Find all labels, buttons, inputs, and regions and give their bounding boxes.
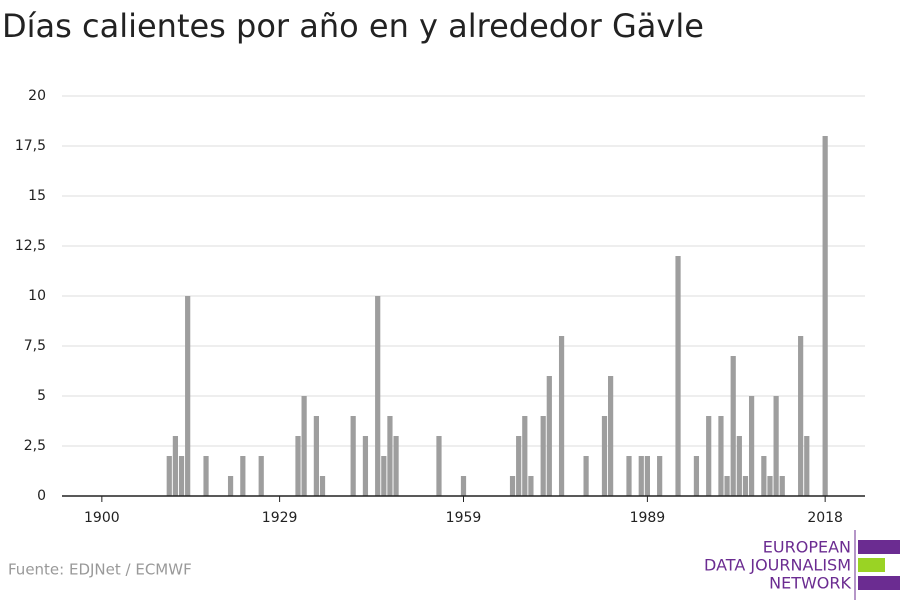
bar [601,416,608,496]
bar [657,456,663,496]
bar [608,376,614,496]
logo-text: NETWORK [769,574,851,593]
bar [185,296,191,496]
bar [767,476,773,496]
bar [540,416,546,496]
bar [362,436,369,496]
bar [313,416,319,496]
bar [583,456,589,496]
bar [516,436,522,496]
chart-title: Días calientes por año en y alrededor Gä… [2,7,704,45]
bar [436,436,442,496]
logo-text: DATA JOURNALISM [704,556,851,575]
bar [546,376,552,496]
bar [258,456,264,496]
bar [375,296,381,496]
logo-text: EUROPEAN [763,538,851,557]
bar [350,416,356,496]
bar [522,416,528,496]
bar [381,456,387,496]
bar [509,476,516,496]
bar [748,396,755,496]
y-tick-label: 12,5 [15,238,46,254]
logo-bar [858,540,900,554]
bar [178,456,185,496]
bar [319,476,326,496]
x-tick-label: 1959 [446,510,482,526]
bar [393,436,399,496]
bar [644,456,650,496]
bar [240,456,246,496]
bar [172,436,179,496]
bar [558,336,565,496]
bar [528,476,534,496]
bar [638,456,644,496]
bar [460,476,467,496]
bar [166,456,172,496]
y-tick-label: 20 [28,88,46,104]
x-tick-label: 1989 [630,510,666,526]
bar [798,336,804,496]
y-tick-label: 10 [28,288,46,304]
bar [779,476,785,496]
logo-bar [858,576,900,590]
bar [387,416,393,496]
bar [203,456,209,496]
source: Fuente: EDJNet / ECMWF [8,561,192,579]
logo-bar [858,558,885,572]
bar [724,476,730,496]
bar [693,456,700,496]
x-tick-label: 1929 [262,510,298,526]
bar [730,356,736,496]
logo: EUROPEAN DATA JOURNALISM NETWORK [704,530,900,600]
bar [822,136,828,496]
y-tick-label: 5 [37,388,46,404]
bar [736,436,742,496]
x-tick-label: 2018 [807,510,843,526]
x-tick-label: 1900 [84,510,120,526]
y-tick-label: 2,5 [24,438,46,454]
y-tick-label: 7,5 [24,338,46,354]
bar [675,256,681,496]
bar [227,476,234,496]
y-tick-label: 17,5 [15,138,46,154]
bar [804,436,810,496]
y-tick-label: 0 [37,488,46,504]
bar [773,396,779,496]
bar [706,416,712,496]
bar [718,416,724,496]
bar [301,396,307,496]
bar [626,456,632,496]
bar [742,476,749,496]
bar [761,456,767,496]
bar [295,436,301,496]
y-tick-label: 15 [28,188,46,204]
